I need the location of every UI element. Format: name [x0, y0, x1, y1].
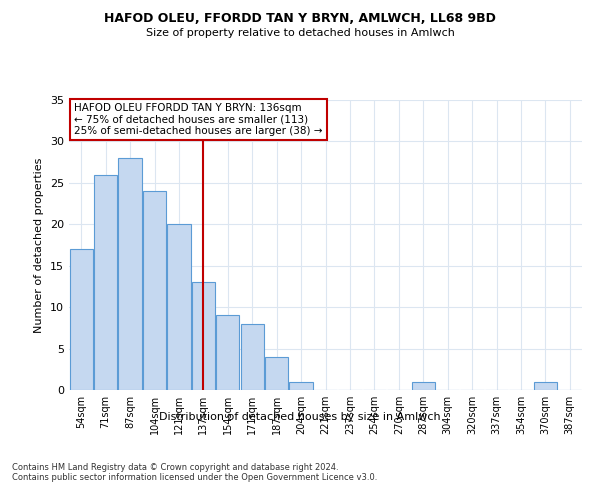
Bar: [265, 357, 288, 390]
Text: Contains HM Land Registry data © Crown copyright and database right 2024.
Contai: Contains HM Land Registry data © Crown c…: [12, 462, 377, 482]
Bar: [412, 382, 435, 390]
Bar: [192, 282, 215, 390]
Bar: [289, 382, 313, 390]
Text: HAFOD OLEU, FFORDD TAN Y BRYN, AMLWCH, LL68 9BD: HAFOD OLEU, FFORDD TAN Y BRYN, AMLWCH, L…: [104, 12, 496, 26]
Y-axis label: Number of detached properties: Number of detached properties: [34, 158, 44, 332]
Bar: [216, 316, 239, 390]
Bar: [241, 324, 264, 390]
Bar: [143, 191, 166, 390]
Bar: [118, 158, 142, 390]
Text: Size of property relative to detached houses in Amlwch: Size of property relative to detached ho…: [146, 28, 454, 38]
Bar: [534, 382, 557, 390]
Text: HAFOD OLEU FFORDD TAN Y BRYN: 136sqm
← 75% of detached houses are smaller (113)
: HAFOD OLEU FFORDD TAN Y BRYN: 136sqm ← 7…: [74, 103, 323, 136]
Bar: [167, 224, 191, 390]
Bar: [94, 174, 117, 390]
Text: Distribution of detached houses by size in Amlwch: Distribution of detached houses by size …: [159, 412, 441, 422]
Bar: [70, 249, 93, 390]
